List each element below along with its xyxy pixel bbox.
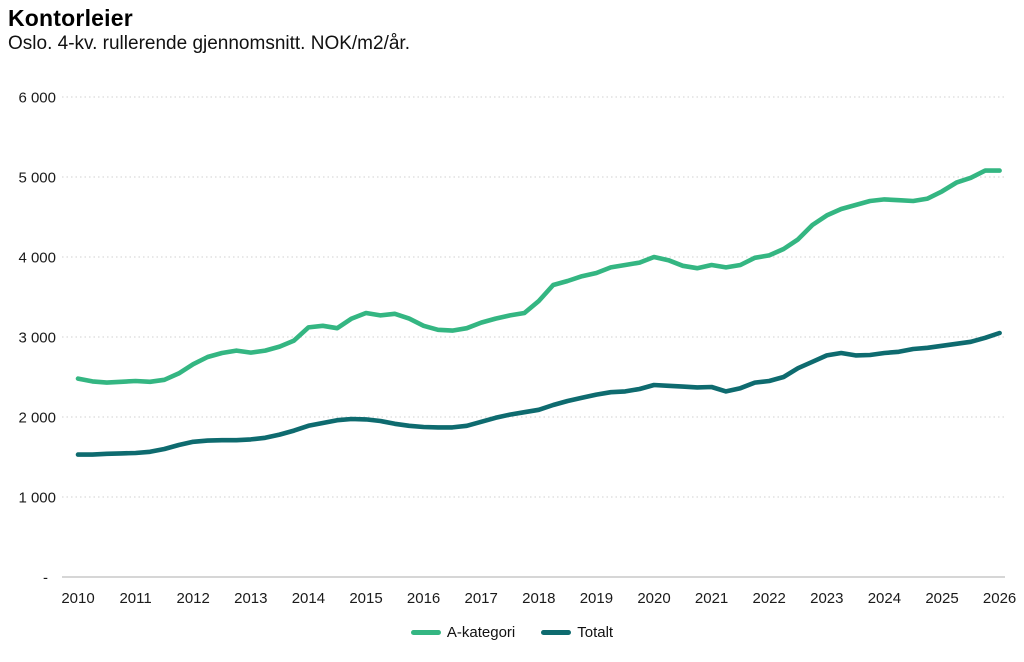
y-tick-label: 1 000 xyxy=(18,490,56,507)
line-chart-canvas: 6 000 5 000 4 000 3 000 2 000 1 000 - 2010 2011… xyxy=(18,90,1016,608)
legend-label: Totalt xyxy=(577,624,614,641)
x-tick-label: 2010 xyxy=(61,590,94,607)
y-tick-label: 2 000 xyxy=(18,410,56,427)
x-tick-label: 2025 xyxy=(925,590,958,607)
series-line-totalt xyxy=(75,330,1002,457)
legend-item-totalt: Totalt xyxy=(541,624,613,641)
series-lines xyxy=(75,168,1002,457)
chart-subtitle: Oslo. 4-kv. rullerende gjennomsnitt. NOK… xyxy=(8,33,410,54)
legend-line-swatch xyxy=(541,630,572,635)
x-tick-label: 2026 xyxy=(983,590,1016,607)
x-tick-label: 2013 xyxy=(234,590,267,607)
series-line-a-kategori xyxy=(75,168,1002,385)
x-tick-label: 2014 xyxy=(292,590,325,607)
y-axis-labels: 6 000 5 000 4 000 3 000 2 000 1 000 - xyxy=(18,90,56,587)
gridlines xyxy=(62,96,1005,578)
x-tick-label: 2017 xyxy=(465,590,498,607)
x-tick-label: 2021 xyxy=(695,590,728,607)
x-tick-label: 2022 xyxy=(753,590,786,607)
y-tick-label: 6 000 xyxy=(18,90,56,107)
legend-label: A-kategori xyxy=(446,624,516,641)
x-tick-label: 2020 xyxy=(637,590,670,607)
y-tick-label: - xyxy=(43,570,48,587)
chart-title: Kontorleier xyxy=(8,5,133,31)
x-tick-label: 2023 xyxy=(810,590,843,607)
chart-header: Kontorleier Oslo. 4-kv. rullerende gjenn… xyxy=(8,4,410,56)
y-tick-label: 4 000 xyxy=(18,250,56,267)
x-tick-label: 2011 xyxy=(119,590,151,607)
y-tick-label: 5 000 xyxy=(18,170,56,187)
x-tick-label: 2012 xyxy=(177,590,210,607)
x-tick-label: 2015 xyxy=(349,590,382,607)
x-axis-labels: 2010 2011 2012 2013 2014 2015 2016 2017 2018 2019… xyxy=(61,590,1016,607)
x-tick-label: 2019 xyxy=(580,590,613,607)
x-tick-label: 2016 xyxy=(407,590,440,607)
legend-line-swatch xyxy=(410,630,441,635)
x-tick-label: 2018 xyxy=(522,590,555,607)
y-tick-label: 3 000 xyxy=(18,330,56,347)
legend-item-a-kategori: A-kategori xyxy=(410,624,516,641)
chart-legend: A-kategori Totalt xyxy=(0,624,1024,641)
x-tick-label: 2024 xyxy=(868,590,901,607)
